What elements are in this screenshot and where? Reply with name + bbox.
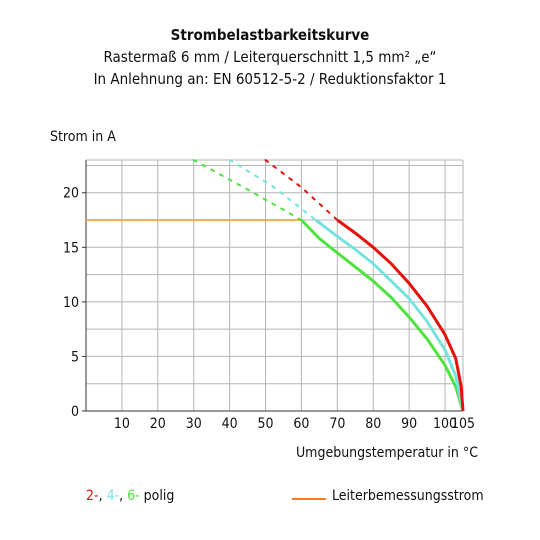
series-6-extrapolation <box>192 159 303 221</box>
series-line-6 <box>300 218 465 412</box>
chart-title: Strombelastbarkeitskurve <box>170 26 370 44</box>
x-tick-label: 60 <box>293 416 309 432</box>
x-axis-label: Umgebungstemperatur in °C <box>296 445 478 461</box>
series-4-extrapolation <box>228 159 317 221</box>
chart-subtitle-1: Rastermaß 6 mm / Leiterquerschnitt 1,5 m… <box>103 48 437 66</box>
pole-legend-colors: 2-, 4-, 6- <box>86 488 140 504</box>
pole-legend: 2-, 4-, 6- polig <box>86 488 174 504</box>
pole-legend-part-1: , <box>98 488 107 504</box>
x-tick-label: 40 <box>222 416 238 432</box>
pole-legend-part-2: 4- <box>106 488 120 504</box>
y-tick-label: 0 <box>71 404 79 420</box>
y-axis-label: Strom in A <box>50 129 116 145</box>
series-line-4 <box>314 218 465 412</box>
x-tick-label: 70 <box>329 416 345 432</box>
rated-current-legend-line <box>292 498 326 500</box>
x-tick-label: 50 <box>258 416 274 432</box>
x-tick-label: 105 <box>451 416 475 432</box>
y-tick-label: 20 <box>63 186 79 202</box>
pole-legend-suffix: polig <box>139 488 175 504</box>
pole-legend-part-4: 6- <box>127 488 140 504</box>
x-tick-label: 80 <box>365 416 381 432</box>
y-tick-label: 10 <box>63 295 79 311</box>
pole-legend-part-0: 2- <box>86 488 99 504</box>
x-tick-label: 90 <box>401 416 417 432</box>
x-tick-label: 10 <box>114 416 130 432</box>
pole-legend-part-3: , <box>119 488 128 504</box>
x-tick-label: 20 <box>150 416 166 432</box>
x-tick-label: 30 <box>186 416 202 432</box>
y-tick-label: 5 <box>71 349 79 365</box>
y-tick-label: 15 <box>63 240 79 256</box>
series-line-2 <box>336 218 465 412</box>
x-tick-label: 100 <box>433 416 457 432</box>
chart-subtitle-2: In Anlehnung an: EN 60512-5-2 / Reduktio… <box>93 70 447 88</box>
rated-current-legend-label: Leiterbemessungsstrom <box>332 488 484 504</box>
